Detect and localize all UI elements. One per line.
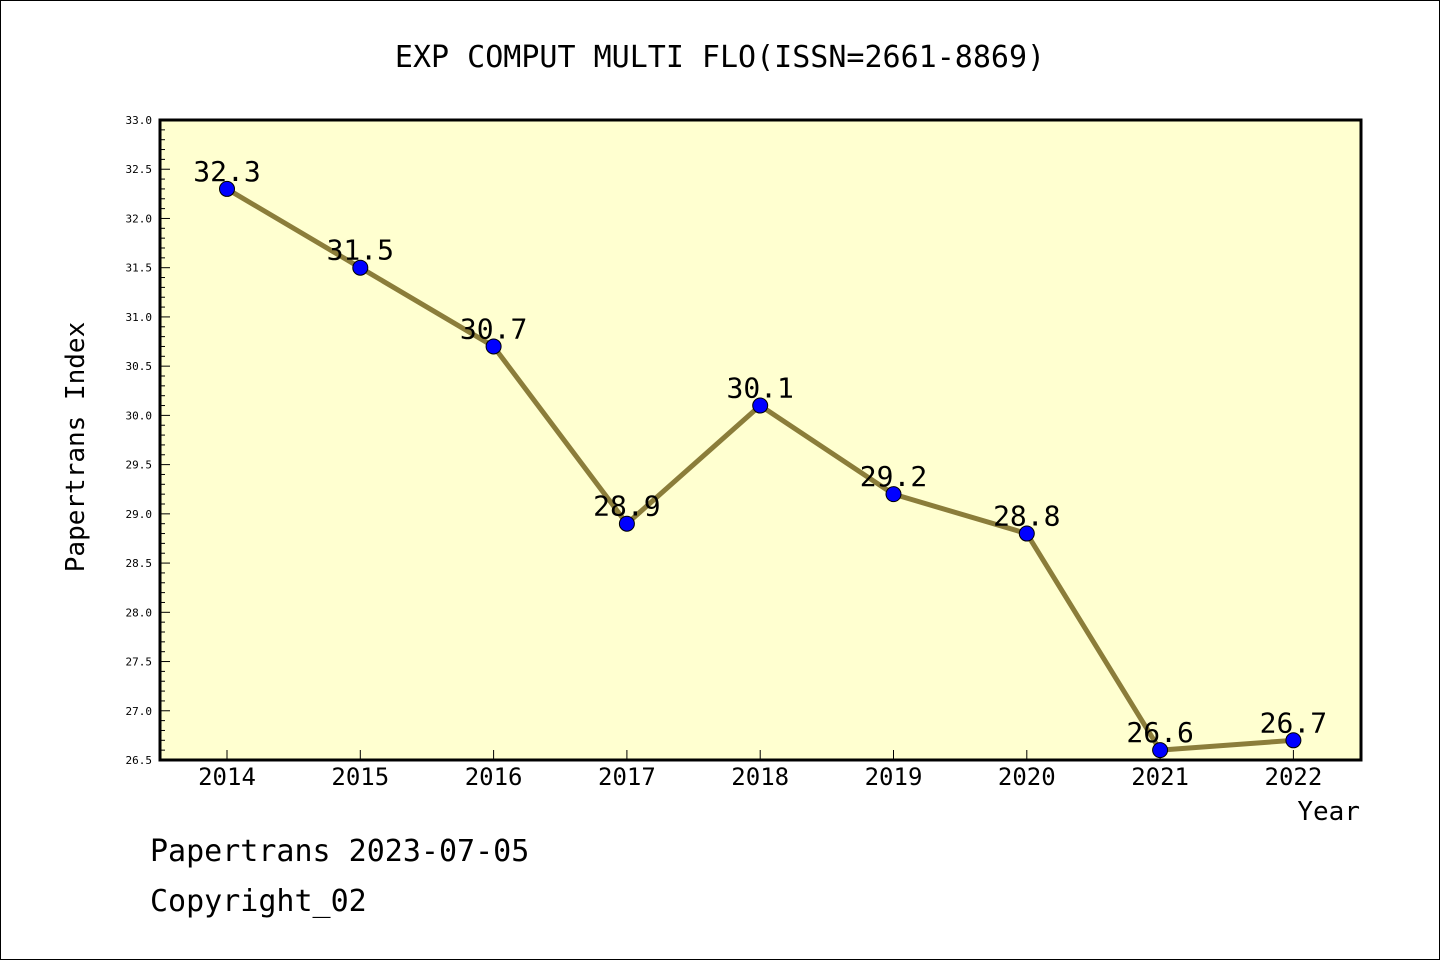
data-label: 31.5 (327, 234, 394, 267)
y-tick-label: 27.5 (126, 656, 153, 669)
x-tick-label: 2016 (465, 763, 523, 791)
data-point (1152, 742, 1169, 759)
y-tick-label: 29.0 (126, 508, 153, 521)
x-tick-label: 2019 (865, 763, 923, 791)
data-point (1018, 525, 1035, 542)
data-point (885, 486, 902, 503)
x-axis-label: Year (1297, 797, 1360, 827)
plot-border (158, 118, 1363, 762)
series-line (219, 180, 1302, 759)
data-label: 28.9 (593, 490, 660, 523)
footer-copyright: Copyright_02 (150, 884, 367, 919)
y-axis-label: Papertrans Index (61, 322, 91, 572)
y-tick-label: 30.0 (126, 409, 153, 422)
footer-date: Papertrans 2023-07-05 (150, 834, 530, 869)
y-tick-label: 27.0 (126, 705, 153, 718)
data-point (752, 397, 769, 414)
x-tick-label: 2020 (998, 763, 1056, 791)
plot-area (160, 120, 1361, 760)
y-tick-label: 33.0 (126, 114, 153, 127)
y-tick-label: 31.5 (126, 262, 153, 275)
y-tick-label: 26.5 (126, 754, 153, 767)
data-point (219, 180, 235, 197)
y-tick-label: 29.5 (126, 459, 153, 472)
data-point (618, 515, 635, 532)
y-tick-label: 32.0 (126, 212, 153, 225)
x-tick-label: 2017 (598, 763, 656, 791)
data-point (1285, 732, 1302, 749)
data-label: 28.8 (993, 500, 1060, 533)
y-tick-label: 28.0 (126, 606, 153, 619)
y-tick-label: 28.5 (126, 557, 153, 570)
x-tick-label: 2015 (331, 763, 389, 791)
x-tick-label: 2022 (1265, 763, 1323, 791)
x-tick-label: 2014 (198, 763, 256, 791)
chart-title: EXP COMPUT MULTI FLO(ISSN=2661-8869) (395, 40, 1045, 75)
y-axis: 26.5 27.0 27.5 28.0 28.5 29.0 29.5 30.0 30.5 31.0… (126, 114, 170, 767)
x-tick-label: 2018 (731, 763, 789, 791)
data-label: 29.2 (860, 460, 927, 493)
y-tick-label: 30.5 (126, 360, 153, 373)
y-tick-label: 31.0 (126, 311, 153, 324)
data-label: 26.7 (1260, 706, 1327, 739)
data-label: 32.3 (193, 155, 260, 188)
data-labels: 32.3 31.5 30.7 28.9 30.1 29.2 28.8 26.6 26.7 (193, 155, 1327, 749)
x-axis: 2014 2015 2016 2017 2018 2019 2020 2021 2022 (198, 750, 1322, 791)
x-tick-label: 2021 (1131, 763, 1189, 791)
data-point (485, 338, 502, 355)
data-label: 30.7 (460, 312, 527, 345)
data-point (352, 259, 369, 276)
y-tick-label: 32.5 (126, 163, 153, 176)
data-label: 26.6 (1126, 716, 1193, 749)
data-label: 30.1 (726, 372, 793, 405)
